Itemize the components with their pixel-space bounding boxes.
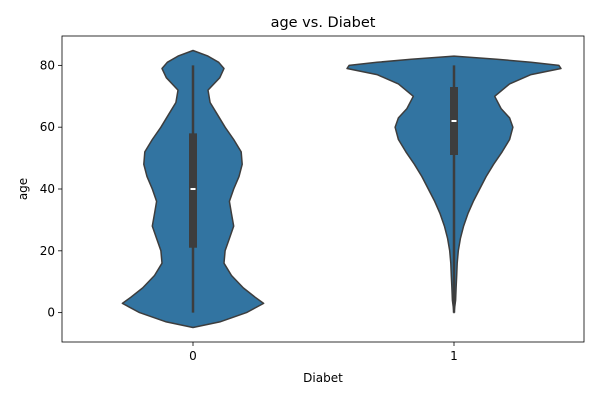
y-axis-label: age: [16, 178, 30, 200]
y-tick-label: 80: [40, 58, 55, 72]
x-axis-label: Diabet: [303, 371, 343, 385]
y-tick-label: 40: [40, 182, 55, 196]
plot-area: [121, 49, 562, 329]
x-tick-label: 0: [189, 349, 197, 363]
violin-iqr-box-0: [189, 133, 197, 248]
y-tick-label: 0: [47, 306, 55, 320]
y-tick-label: 20: [40, 244, 55, 258]
chart-title: age vs. Diabet: [271, 15, 376, 31]
x-tick-label: 1: [450, 349, 458, 363]
y-tick-label: 60: [40, 120, 55, 134]
axes: 0 20 40 60 80 0 1: [40, 35, 585, 363]
